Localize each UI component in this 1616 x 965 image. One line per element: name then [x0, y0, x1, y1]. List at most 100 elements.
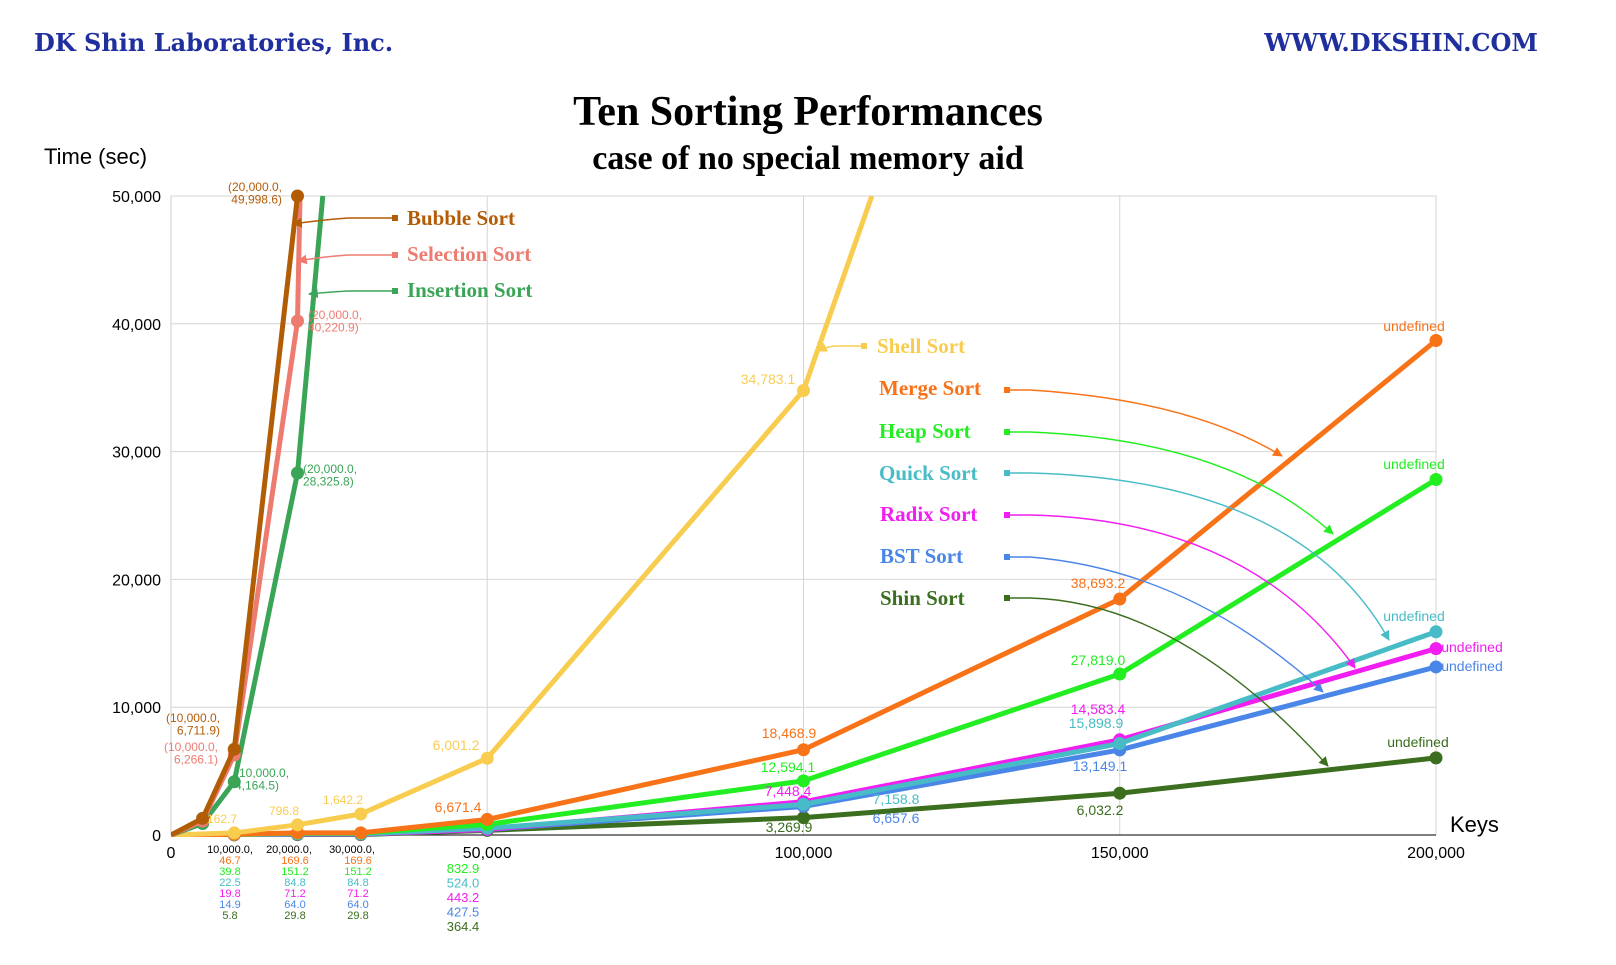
- legend-connector: [308, 288, 395, 299]
- point-label: 6,032.2: [1077, 802, 1124, 818]
- legend-connector: [1007, 472, 1390, 641]
- data-point: [797, 383, 810, 397]
- x-tick-label: 50,000: [463, 845, 512, 862]
- legend-marker: [861, 343, 867, 349]
- point-label: 34,783.1: [741, 371, 796, 387]
- small-value-label: 84.8: [284, 877, 305, 889]
- y-tick-label: 10,000: [112, 700, 161, 717]
- data-point: [1429, 660, 1443, 674]
- legend-label: Merge Sort: [879, 376, 981, 400]
- legend-connector: [297, 254, 395, 265]
- point-label: 38,693.2: [1071, 575, 1126, 591]
- point-label: 6,657.6: [873, 810, 920, 826]
- point-label: 6,001.2: [433, 737, 480, 753]
- small-value-label: 71.2: [347, 888, 368, 900]
- data-point: [1113, 737, 1127, 751]
- point-label: 13,149.1: [1073, 758, 1128, 774]
- point-label: 6,671.4: [435, 799, 482, 815]
- point-label: undefined: [1383, 456, 1445, 472]
- legend-label: Insertion Sort: [407, 278, 532, 302]
- point-label: 15,898.9: [1069, 715, 1124, 731]
- data-point: [291, 818, 304, 832]
- point-label: 7,158.8: [873, 791, 920, 807]
- legend-connector: [1007, 431, 1334, 535]
- value-label-50000: 427.5: [447, 905, 480, 920]
- company-name: DK Shin Laboratories, Inc.: [34, 28, 394, 57]
- small-value-label: 14.9: [219, 899, 240, 911]
- small-value-label: 169.6: [281, 855, 309, 867]
- point-label: 27,819.0: [1071, 652, 1126, 668]
- point-label: (20,000.0, 49,998.6): [228, 180, 282, 207]
- x-tick-label: 100,000: [775, 845, 833, 862]
- series-line: [171, 195, 300, 837]
- small-value-label: 151.2: [281, 866, 309, 878]
- point-label: (10,000.0, 6,266.1): [164, 740, 218, 767]
- value-label-50000: 443.2: [447, 890, 480, 905]
- y-tick-label: 0: [152, 828, 161, 845]
- small-value-label: 151.2: [344, 866, 372, 878]
- small-value-label: 84.8: [347, 877, 368, 889]
- small-x-label: 10,000.0,: [207, 844, 253, 856]
- point-label: 14,583.4: [1071, 701, 1126, 717]
- x-axis-title: Keys: [1450, 812, 1499, 837]
- data-point: [797, 811, 810, 825]
- legend-label: Heap Sort: [879, 419, 971, 443]
- legend-label: Selection Sort: [407, 242, 531, 266]
- data-point: [797, 797, 810, 811]
- point-label: 12,594.1: [761, 759, 816, 775]
- x-tick-label: 150,000: [1091, 845, 1149, 862]
- small-x-label: 20,000.0,: [266, 844, 312, 856]
- legend-connector: [1007, 556, 1324, 693]
- y-tick-label: 30,000: [112, 445, 161, 462]
- small-value-label: 46.7: [219, 855, 240, 867]
- data-point: [227, 826, 241, 840]
- point-label: 18,468.9: [762, 725, 817, 741]
- point-label: undefined: [1383, 608, 1445, 624]
- legend-label: Shell Sort: [877, 334, 965, 358]
- legend-label: BST Sort: [880, 544, 963, 568]
- small-value-label: 64.0: [347, 899, 368, 911]
- data-point: [797, 774, 810, 788]
- small-value-label: 29.8: [284, 910, 305, 922]
- legend-marker: [1004, 387, 1010, 393]
- data-point: [1429, 472, 1443, 486]
- legend-marker: [1004, 595, 1010, 601]
- point-label: 7,448.4: [765, 783, 812, 799]
- data-point: [291, 189, 304, 203]
- legend-connector: [1007, 389, 1283, 457]
- point-label: undefined: [1387, 734, 1449, 750]
- data-point: [480, 812, 494, 826]
- small-value-label: 22.5: [219, 877, 240, 889]
- y-tick-label: 50,000: [112, 189, 161, 206]
- small-value-label: 71.2: [284, 888, 305, 900]
- point-label: (10,000.0, 6,711.9): [166, 711, 220, 738]
- legend-marker: [1004, 429, 1010, 435]
- point-label: 3,269.9: [766, 819, 813, 835]
- value-label-50000: 832.9: [447, 861, 480, 876]
- small-value-label: 19.8: [219, 888, 240, 900]
- data-point: [196, 811, 210, 825]
- legend-marker: [1004, 512, 1010, 518]
- data-point: [1429, 625, 1443, 639]
- data-point: [354, 807, 368, 821]
- legend-marker: [392, 252, 398, 258]
- legend-marker: [1004, 554, 1010, 560]
- small-value-label: 169.6: [344, 855, 372, 867]
- legend-label: Shin Sort: [880, 586, 965, 610]
- x-tick-label: 200,000: [1407, 845, 1465, 862]
- y-tick-label: 20,000: [112, 572, 161, 589]
- legend-marker: [392, 288, 398, 294]
- data-point: [291, 466, 304, 480]
- series-line: [171, 338, 1438, 837]
- point-label: undefined: [1441, 639, 1503, 655]
- point-label: (20,000.0, 40,220.9): [308, 308, 362, 335]
- legend-marker: [1004, 470, 1010, 476]
- legend-connector: [1007, 597, 1329, 767]
- data-point: [354, 826, 368, 840]
- point-label: undefined: [1383, 318, 1445, 334]
- chart-subtitle: case of no special memory aid: [592, 140, 1024, 177]
- data-point: [1429, 642, 1443, 656]
- y-tick-label: 40,000: [112, 317, 161, 334]
- data-point: [797, 743, 810, 757]
